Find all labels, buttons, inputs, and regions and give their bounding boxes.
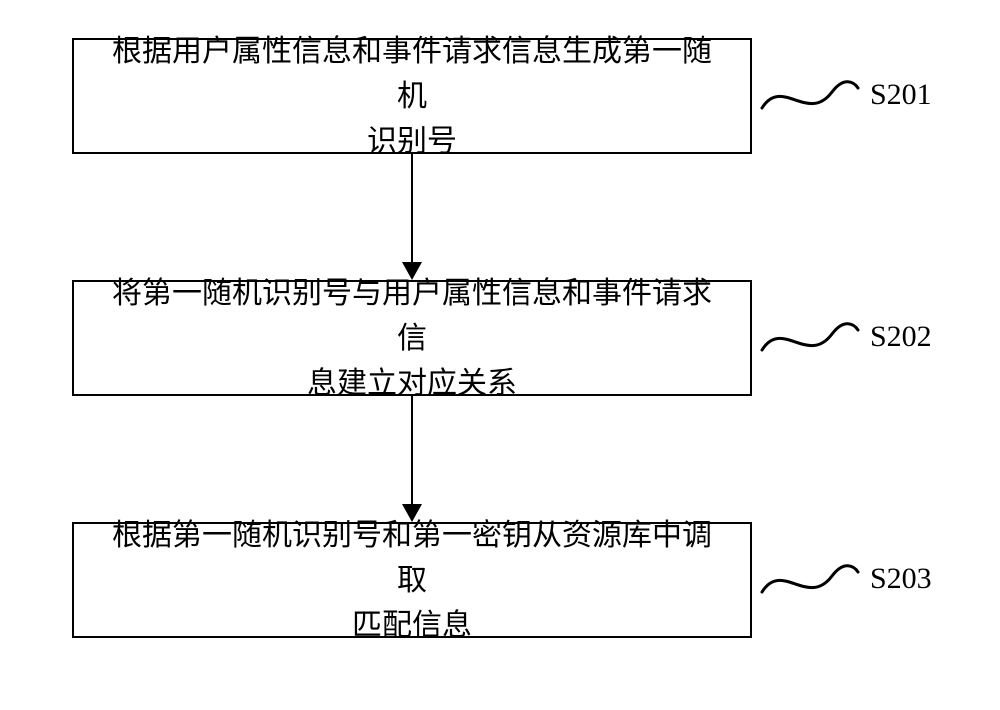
- flow-node-1: 根据用户属性信息和事件请求信息生成第一随机 识别号: [72, 38, 752, 154]
- flow-node-3-text: 根据第一随机识别号和第一密钥从资源库中调取 匹配信息: [102, 513, 722, 648]
- arrow-1: [400, 154, 424, 280]
- arrow-2: [400, 396, 424, 522]
- flow-node-2-text: 将第一随机识别号与用户属性信息和事件请求信 息建立对应关系: [102, 271, 722, 406]
- tilde-connector-1: [760, 74, 860, 118]
- step-label-3: S203: [870, 562, 932, 596]
- step-label-2: S202: [870, 320, 932, 354]
- tilde-connector-2: [760, 316, 860, 360]
- step-label-1: S201: [870, 78, 932, 112]
- flow-node-1-text: 根据用户属性信息和事件请求信息生成第一随机 识别号: [102, 29, 722, 164]
- tilde-connector-3: [760, 558, 860, 602]
- flowchart-canvas: 根据用户属性信息和事件请求信息生成第一随机 识别号 S201 将第一随机识别号与…: [0, 0, 1000, 710]
- flow-node-2: 将第一随机识别号与用户属性信息和事件请求信 息建立对应关系: [72, 280, 752, 396]
- flow-node-3: 根据第一随机识别号和第一密钥从资源库中调取 匹配信息: [72, 522, 752, 638]
